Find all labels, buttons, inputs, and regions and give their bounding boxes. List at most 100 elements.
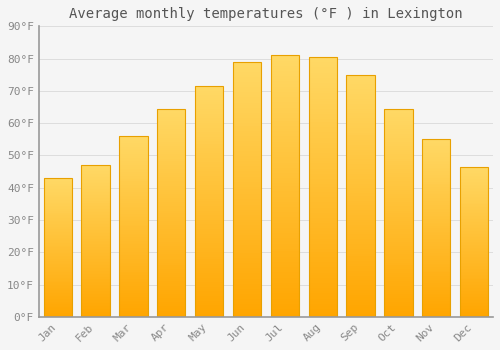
Bar — [82, 311, 110, 312]
Bar — [82, 232, 110, 233]
Bar — [384, 279, 412, 281]
Bar — [195, 139, 224, 141]
Bar — [270, 113, 299, 116]
Bar — [157, 244, 186, 246]
Bar — [119, 281, 148, 282]
Bar — [233, 286, 261, 289]
Bar — [308, 117, 337, 119]
Bar — [233, 120, 261, 123]
Bar — [44, 256, 72, 257]
Bar — [422, 193, 450, 194]
Bar — [195, 285, 224, 287]
Bar — [119, 169, 148, 170]
Bar — [44, 236, 72, 238]
Bar — [233, 189, 261, 192]
Bar — [44, 207, 72, 209]
Bar — [346, 234, 375, 237]
Bar — [270, 236, 299, 238]
Bar — [233, 291, 261, 294]
Bar — [157, 240, 186, 242]
Bar — [44, 197, 72, 199]
Bar — [346, 174, 375, 176]
Bar — [422, 247, 450, 249]
Bar — [119, 219, 148, 221]
Bar — [346, 295, 375, 298]
Bar — [422, 280, 450, 281]
Bar — [384, 308, 412, 310]
Bar — [346, 116, 375, 118]
Bar — [384, 265, 412, 267]
Bar — [195, 211, 224, 213]
Bar — [233, 144, 261, 146]
Bar — [233, 238, 261, 240]
Bar — [82, 245, 110, 247]
Bar — [460, 260, 488, 261]
Bar — [460, 248, 488, 249]
Bar — [44, 310, 72, 311]
Bar — [346, 160, 375, 162]
Bar — [233, 123, 261, 126]
Bar — [119, 259, 148, 261]
Bar — [233, 215, 261, 217]
Bar — [270, 139, 299, 142]
Bar — [195, 102, 224, 104]
Bar — [346, 104, 375, 106]
Bar — [460, 303, 488, 305]
Bar — [44, 315, 72, 317]
Bar — [233, 87, 261, 90]
Bar — [384, 119, 412, 121]
Bar — [422, 294, 450, 295]
Bar — [422, 239, 450, 240]
Bar — [422, 180, 450, 182]
Bar — [157, 200, 186, 202]
Bar — [157, 192, 186, 194]
Bar — [44, 243, 72, 245]
Bar — [384, 267, 412, 269]
Bar — [44, 231, 72, 232]
Bar — [270, 123, 299, 126]
Bar — [195, 134, 224, 137]
Bar — [422, 232, 450, 233]
Bar — [460, 290, 488, 291]
Bar — [346, 191, 375, 193]
Bar — [195, 296, 224, 298]
Bar — [82, 188, 110, 189]
Bar — [308, 195, 337, 197]
Bar — [460, 236, 488, 237]
Bar — [195, 197, 224, 199]
Bar — [44, 252, 72, 253]
Bar — [270, 306, 299, 309]
Bar — [233, 103, 261, 105]
Bar — [384, 150, 412, 152]
Bar — [44, 281, 72, 282]
Bar — [270, 63, 299, 66]
Bar — [82, 308, 110, 309]
Bar — [157, 296, 186, 298]
Bar — [346, 309, 375, 312]
Bar — [82, 250, 110, 252]
Bar — [82, 295, 110, 297]
Bar — [119, 167, 148, 169]
Bar — [119, 237, 148, 239]
Bar — [195, 252, 224, 254]
Bar — [270, 108, 299, 110]
Bar — [44, 257, 72, 259]
Bar — [157, 236, 186, 238]
Bar — [195, 91, 224, 93]
Bar — [422, 285, 450, 287]
Bar — [195, 169, 224, 171]
Bar — [233, 207, 261, 210]
Bar — [422, 315, 450, 317]
Bar — [270, 160, 299, 162]
Bar — [119, 241, 148, 243]
Bar — [460, 197, 488, 198]
Bar — [308, 218, 337, 220]
Bar — [157, 144, 186, 146]
Bar — [119, 253, 148, 256]
Bar — [308, 161, 337, 163]
Bar — [233, 194, 261, 197]
Bar — [157, 313, 186, 315]
Bar — [157, 281, 186, 284]
Bar — [460, 216, 488, 218]
Bar — [270, 189, 299, 191]
